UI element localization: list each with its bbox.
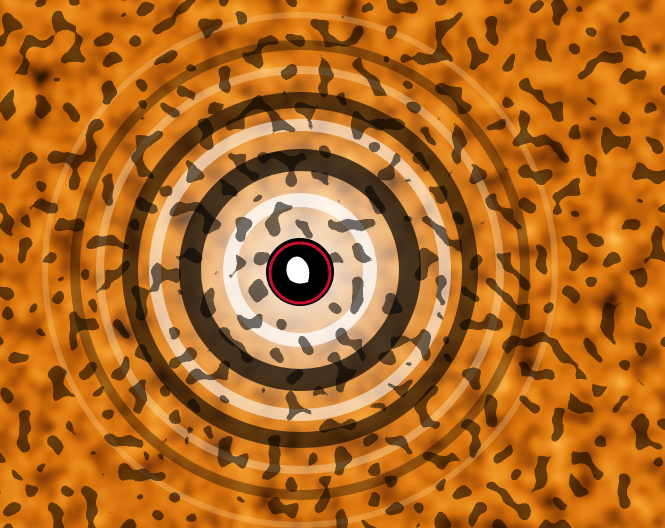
marker-circle (268, 241, 332, 305)
center-bright (286, 256, 310, 284)
center (266, 238, 334, 306)
